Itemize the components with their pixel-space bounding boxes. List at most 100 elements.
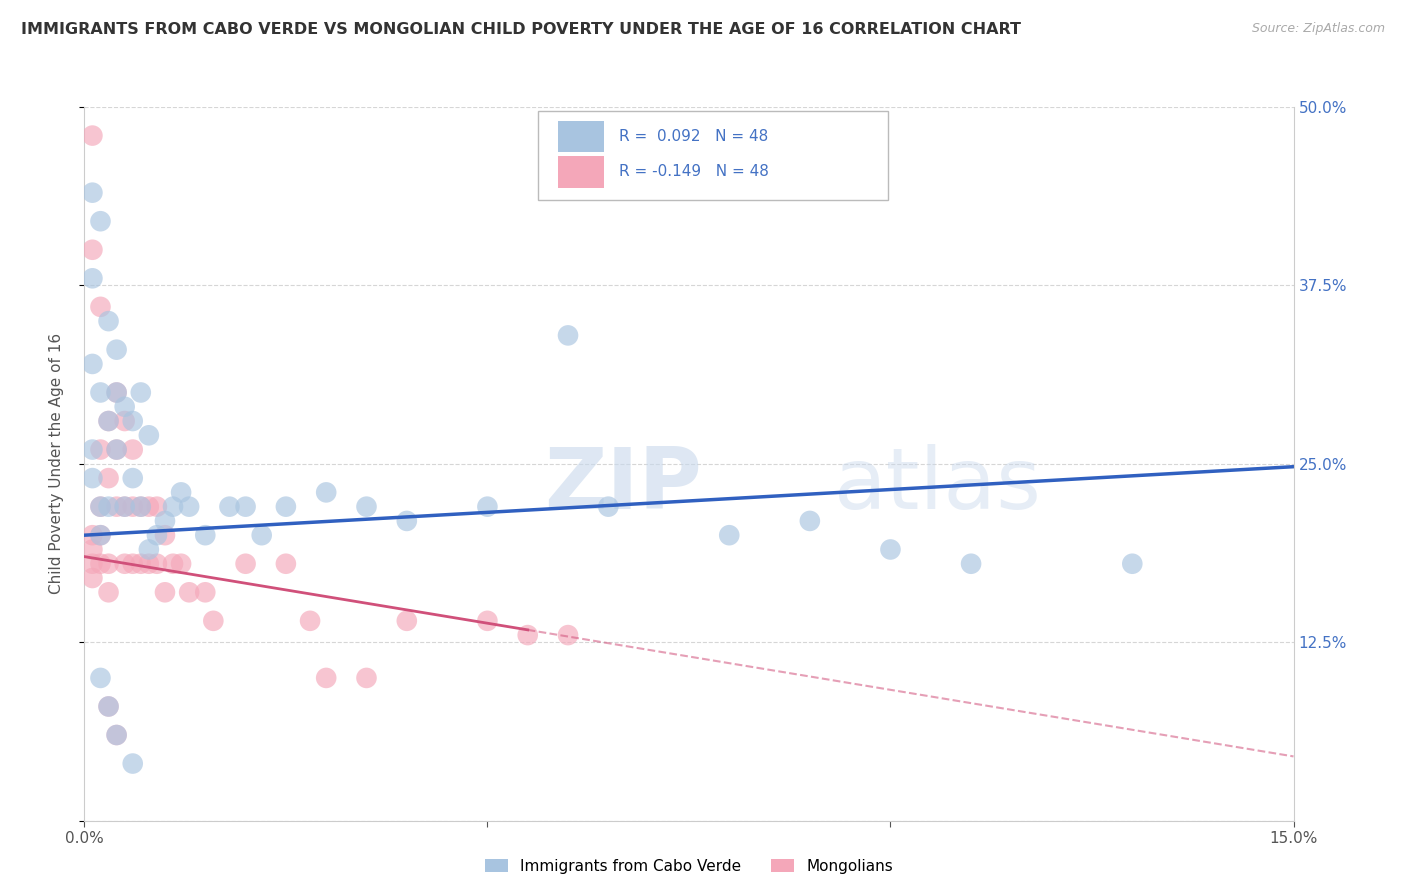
Point (97, 414, 120, 428)
FancyBboxPatch shape (558, 120, 605, 152)
Point (82, 243, 104, 257)
Point (274, 500, 297, 514)
Point (557, 328, 579, 343)
Point (89, 528, 111, 542)
Point (235, 500, 257, 514)
Point (138, 500, 160, 514)
Text: IMMIGRANTS FROM CABO VERDE VS MONGOLIAN CHILD POVERTY UNDER THE AGE OF 16 CORREL: IMMIGRANTS FROM CABO VERDE VS MONGOLIAN … (21, 22, 1021, 37)
Point (153, 514, 176, 528)
Y-axis label: Child Poverty Under the Age of 16: Child Poverty Under the Age of 16 (49, 334, 63, 594)
Point (477, 500, 499, 514)
Point (235, 557, 257, 571)
Point (89, 385, 111, 400)
Point (114, 500, 136, 514)
Point (105, 442, 128, 457)
Point (82, 528, 104, 542)
Point (218, 500, 240, 514)
Point (395, 514, 418, 528)
Point (105, 500, 128, 514)
Text: atlas: atlas (834, 443, 1042, 527)
Point (960, 557, 983, 571)
Point (89, 442, 111, 457)
Point (82, 571, 104, 585)
Point (97, 557, 120, 571)
Point (138, 557, 160, 571)
Point (97, 699, 120, 714)
Point (82, 186, 104, 200)
Point (89, 557, 111, 571)
Point (82, 542, 104, 557)
Point (179, 585, 201, 599)
Point (105, 728, 128, 742)
Point (97, 471, 120, 485)
Point (97, 314, 120, 328)
Text: Source: ZipAtlas.com: Source: ZipAtlas.com (1251, 22, 1385, 36)
Point (146, 500, 169, 514)
Point (82, 271, 104, 285)
Point (557, 628, 579, 642)
Point (162, 557, 184, 571)
Point (105, 343, 128, 357)
Point (799, 514, 821, 528)
Point (114, 500, 136, 514)
Point (89, 214, 111, 228)
Point (179, 500, 201, 514)
Point (121, 471, 143, 485)
Point (97, 500, 120, 514)
Legend: Immigrants from Cabo Verde, Mongolians: Immigrants from Cabo Verde, Mongolians (485, 859, 893, 873)
Point (97, 699, 120, 714)
Point (194, 585, 217, 599)
Point (315, 671, 337, 685)
Point (477, 614, 499, 628)
Point (129, 500, 152, 514)
Point (82, 442, 104, 457)
FancyBboxPatch shape (558, 156, 605, 187)
Point (105, 385, 128, 400)
Point (129, 500, 152, 514)
Point (170, 485, 193, 500)
Point (89, 528, 111, 542)
Point (82, 471, 104, 485)
Point (718, 528, 741, 542)
Point (194, 528, 217, 542)
Point (89, 671, 111, 685)
Point (879, 542, 901, 557)
Point (202, 614, 225, 628)
Point (105, 385, 128, 400)
Point (146, 557, 169, 571)
Point (250, 528, 273, 542)
Point (114, 414, 136, 428)
Point (138, 428, 160, 442)
Point (114, 557, 136, 571)
Text: R = -0.149   N = 48: R = -0.149 N = 48 (619, 164, 769, 179)
Point (356, 671, 378, 685)
Point (82, 128, 104, 143)
Point (299, 614, 322, 628)
Point (89, 300, 111, 314)
Point (121, 414, 143, 428)
Point (121, 557, 143, 571)
Point (105, 442, 128, 457)
Point (121, 756, 143, 771)
FancyBboxPatch shape (538, 111, 889, 200)
Point (114, 400, 136, 414)
Point (138, 542, 160, 557)
Point (315, 485, 337, 500)
Point (153, 585, 176, 599)
Point (82, 357, 104, 371)
Point (395, 614, 418, 628)
Point (356, 500, 378, 514)
Point (89, 500, 111, 514)
Point (1121, 557, 1143, 571)
Point (105, 728, 128, 742)
Point (153, 528, 176, 542)
Point (162, 500, 184, 514)
Point (82, 557, 104, 571)
Point (121, 442, 143, 457)
Text: R =  0.092   N = 48: R = 0.092 N = 48 (619, 128, 768, 144)
Text: ZIP: ZIP (544, 443, 702, 527)
Point (170, 557, 193, 571)
Point (121, 500, 143, 514)
Point (89, 500, 111, 514)
Point (129, 557, 152, 571)
